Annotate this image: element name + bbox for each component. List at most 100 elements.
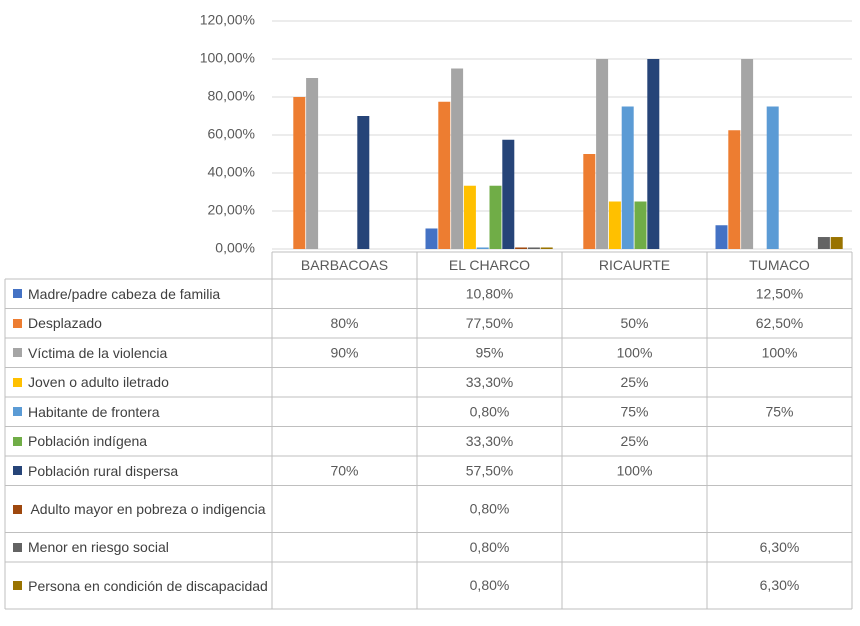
legend-entry: Población rural dispersa [5,456,272,486]
y-tick-label: 0,00% [215,240,255,256]
legend-label: Persona en condición de discapacidad [28,577,268,594]
y-tick-label: 20,00% [208,202,255,218]
data-label: 33,30% [466,374,513,390]
data-label: 25% [620,374,648,390]
legend-entry: Persona en condición de discapacidad [5,562,272,609]
bar [741,59,754,249]
data-label: 62,50% [756,315,803,331]
data-label: 0,80% [470,501,510,517]
x-tick-label: TUMACO [749,257,810,273]
data-label: 75% [620,403,648,419]
data-label: 6,30% [760,577,800,593]
bar [527,247,540,249]
bar [438,101,451,249]
y-tick-label: 120,00% [200,12,255,28]
data-label: 80% [330,315,358,331]
x-tick-label: BARBACOAS [301,257,388,273]
data-label: 100% [617,462,653,478]
legend-label: Menor en riesgo social [28,539,169,556]
bar [463,185,476,249]
data-label: 100% [617,344,653,360]
y-tick-label: 80,00% [208,88,255,104]
bar [728,130,741,249]
bar [306,78,319,249]
bar [502,139,515,249]
bar [451,68,464,249]
legend-key [13,377,22,387]
legend-entry: Víctima de la violencia [5,338,272,368]
bar [830,237,843,249]
legend-label: Habitante de frontera [28,403,160,420]
data-label: 12,50% [756,285,803,301]
data-label: 6,30% [760,539,800,555]
legend-key [13,581,22,590]
data-label: 95% [475,344,503,360]
legend-entry: Joven o adulto iletrado [5,368,272,398]
legend-label: Población rural dispersa [28,462,179,479]
y-tick-label: 100,00% [200,50,255,66]
legend-key [13,542,22,552]
legend-entry: Población indígena [5,427,272,457]
bar [425,228,438,249]
legend-key [13,318,22,328]
bar [540,247,553,249]
data-label: 100% [762,344,798,360]
data-label: 70% [330,462,358,478]
legend-cell: Menor en riesgo social [5,533,272,563]
legend-cell: Madre/padre cabeza de familia [5,279,272,309]
data-label: 75% [765,403,793,419]
bar [634,201,647,249]
data-label: 57,50% [466,462,513,478]
legend-cell: Joven o adulto iletrado [5,368,272,398]
legend-cell: Desplazado [5,309,272,339]
legend-key [13,504,22,514]
data-label: 0,80% [470,539,510,555]
legend-label: Población indígena [28,433,148,450]
bar [621,106,634,249]
y-tick-label: 60,00% [208,126,255,142]
legend-cell: Adulto mayor en pobreza o indigencia [5,486,272,533]
data-label: 25% [620,433,648,449]
legend-label: Madre/padre cabeza de familia [28,285,221,302]
legend-entry: Habitante de frontera [5,397,272,427]
data-label: 0,80% [470,577,510,593]
bar [596,59,609,249]
legend-label: Joven o adulto iletrado [28,374,169,391]
bar [476,247,489,249]
data-label: 10,80% [466,285,513,301]
legend-key [13,436,22,446]
bar [766,106,779,249]
bar [357,116,370,249]
legend-entry: Desplazado [5,309,272,339]
legend-entry: Madre/padre cabeza de familia [5,279,272,309]
legend-label: Desplazado [28,315,102,332]
bar [647,59,660,249]
legend-label: Adulto mayor en pobreza o indigencia [30,501,266,517]
bar [515,247,528,249]
bar [817,237,830,249]
data-label: 33,30% [466,433,513,449]
bar [608,201,621,249]
legend-cell: Población rural dispersa [5,456,272,486]
legend-key [13,466,22,476]
legend-cell: Víctima de la violencia [5,338,272,368]
legend-entry: Adulto mayor en pobreza o indigencia [5,486,272,533]
data-label: 50% [620,315,648,331]
legend-entry: Menor en riesgo social [5,533,272,563]
data-label: 0,80% [470,403,510,419]
legend-key [13,348,22,358]
data-label: 90% [330,344,358,360]
data-label: 77,50% [466,315,513,331]
bar [293,97,306,249]
bar [583,154,596,249]
legend-cell: Persona en condición de discapacidad [5,562,272,609]
y-tick-label: 40,00% [208,164,255,180]
legend-key [13,289,22,299]
bar [715,225,728,249]
x-tick-label: EL CHARCO [449,257,530,273]
legend-cell: Habitante de frontera [5,397,272,427]
x-tick-label: RICAURTE [599,257,670,273]
bar [489,185,502,249]
